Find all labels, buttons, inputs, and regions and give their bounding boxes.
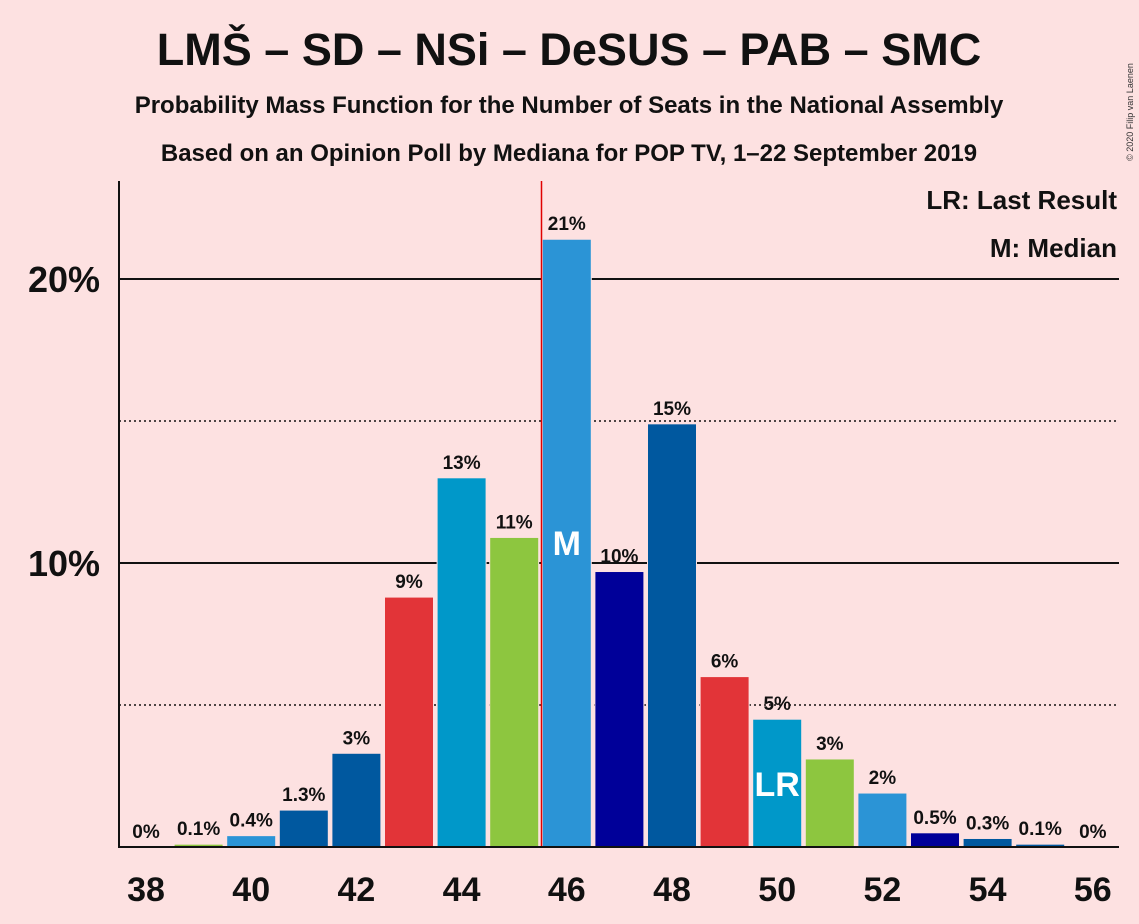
data-label-50: 5%	[763, 694, 791, 715]
bar-51	[804, 758, 855, 848]
data-label-46: 21%	[548, 214, 586, 235]
data-label-53: 0.5%	[913, 808, 956, 829]
x-tick-label: 42	[337, 871, 375, 909]
data-label-47: 10%	[600, 547, 638, 568]
bar-52	[857, 792, 908, 848]
bar-43	[384, 596, 434, 848]
bar-44	[436, 477, 487, 848]
last-result-marker: LR	[755, 766, 800, 804]
credit-text: © 2020 Filip van Laenen	[1125, 63, 1135, 161]
data-label-55: 0.1%	[1019, 819, 1062, 840]
legend-last-result: LR: Last Result	[926, 185, 1117, 215]
data-label-51: 3%	[816, 734, 844, 755]
x-tick-label: 38	[127, 871, 165, 909]
bars	[173, 238, 1066, 848]
bar-41	[278, 809, 329, 848]
legend-median: M: Median	[990, 233, 1117, 263]
bar-47	[594, 571, 645, 848]
data-label-56: 0%	[1079, 822, 1107, 843]
x-tick-label: 56	[1074, 871, 1112, 909]
markers: M LR	[540, 181, 800, 847]
x-tick-label: 40	[232, 871, 270, 909]
data-labels: 0% 0.1% 0.4% 1.3% 3% 9% 13% 11% 21% 10% 15% 6% 5% 3% 2…	[132, 214, 1106, 843]
data-label-45: 11%	[496, 512, 533, 533]
data-label-48: 15%	[653, 399, 691, 420]
x-tick-label: 44	[443, 871, 481, 909]
bar-46	[541, 238, 592, 848]
median-marker: M	[553, 525, 581, 563]
bar-49	[699, 676, 750, 848]
data-label-41: 1.3%	[282, 785, 325, 806]
bar-48	[647, 423, 697, 848]
data-label-52: 2%	[869, 768, 897, 789]
bar-40	[226, 835, 277, 848]
chart-title: LMŠ – SD – NSi – DeSUS – PAB – SMC	[157, 24, 981, 75]
chart-subtitle-1: Probability Mass Function for the Number…	[135, 92, 1004, 119]
x-tick-label: 46	[548, 871, 586, 909]
x-tick-label: 54	[969, 871, 1007, 909]
data-label-42: 3%	[343, 728, 371, 749]
chart-subtitle-2: Based on an Opinion Poll by Mediana for …	[161, 140, 977, 167]
data-label-43: 9%	[395, 572, 423, 593]
bar-42	[331, 752, 382, 848]
data-label-38: 0%	[132, 822, 160, 843]
x-tick-label: 52	[863, 871, 901, 909]
bar-53	[910, 832, 960, 848]
y-tick-label: 10%	[28, 543, 100, 584]
data-label-40: 0.4%	[230, 811, 273, 832]
bar-45	[489, 536, 540, 848]
y-tick-label: 20%	[28, 259, 100, 300]
data-label-44: 13%	[443, 453, 481, 474]
data-label-39: 0.1%	[177, 819, 220, 840]
data-label-49: 6%	[711, 652, 739, 673]
x-tick-label: 50	[758, 871, 796, 909]
bar-54	[962, 837, 1013, 848]
x-tick-label: 48	[653, 871, 691, 909]
axes: 10% 20% 38 40 42 44 46 48 50 52 54 56	[28, 181, 1119, 909]
data-label-54: 0.3%	[966, 813, 1009, 834]
